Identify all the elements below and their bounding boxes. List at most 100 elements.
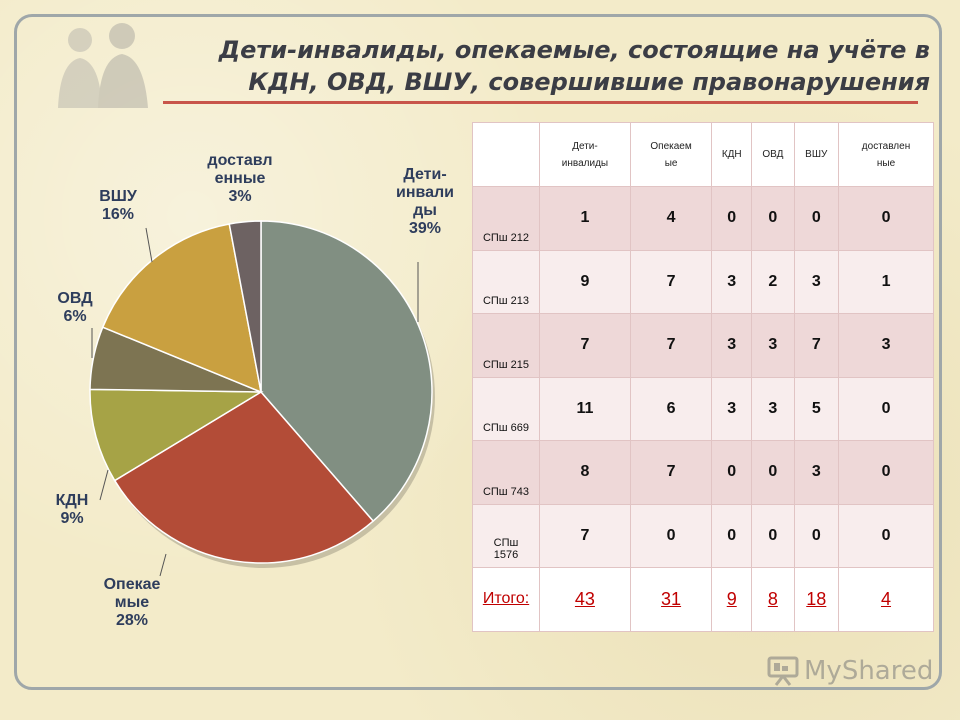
- table-row: СПш 1576 7 0 0 0 0 0: [472, 503, 934, 568]
- table-cell: 3: [711, 376, 753, 441]
- table-cell: 3: [793, 249, 840, 314]
- row-label: СПш 1576: [472, 503, 540, 568]
- pie-slice-2: [89, 388, 264, 482]
- table-cell: 7: [539, 313, 631, 378]
- table-cell: 7: [629, 313, 713, 378]
- table-cell: 0: [838, 503, 934, 568]
- title-line-2: КДН, ОВД, ВШУ, совершившие правонарушени…: [248, 68, 930, 96]
- total-cell[interactable]: 4: [838, 567, 934, 632]
- table-row: СПш 212 1 4 0 0 0 0: [472, 186, 934, 251]
- table-cell: 3: [838, 313, 934, 378]
- table-cell: 0: [793, 186, 840, 251]
- table-header-row: Дети- инвалиды Опекаем ые КДН ОВД ВШУ до…: [472, 122, 934, 187]
- pie-slice-5: [228, 220, 262, 393]
- title-underline: [163, 101, 918, 104]
- total-cell[interactable]: 9: [711, 567, 753, 632]
- pie-label-percent: 9%: [60, 510, 84, 527]
- total-cell[interactable]: 31: [629, 567, 713, 632]
- col-header-delivered: доставлен ные: [838, 122, 934, 187]
- table-cell: 0: [751, 186, 795, 251]
- table-row: СПш 669 11 6 3 3 5 0: [472, 376, 934, 441]
- table-cell: 0: [751, 440, 795, 505]
- table-row: СПш 213 9 7 3 2 3 1: [472, 249, 934, 314]
- pie-label-percent: 6%: [63, 308, 87, 325]
- row-label: СПш 212: [472, 186, 540, 251]
- pie-label-name: ВШУ: [99, 188, 137, 205]
- slide-title: Дети-инвалиды, опекаемые, состоящие на у…: [130, 34, 930, 98]
- table-cell: 0: [793, 503, 840, 568]
- pie-label-name: КДН: [55, 492, 89, 509]
- pie-slice-1: [113, 391, 375, 564]
- pie-slice-4: [101, 223, 262, 394]
- pie-label-percent: 3%: [228, 188, 252, 205]
- table-cell: 0: [838, 186, 934, 251]
- pie-leader-line-1: [159, 553, 167, 577]
- total-cell[interactable]: 18: [793, 567, 840, 632]
- pie-label-percent: 28%: [115, 612, 149, 629]
- table-cell: 5: [793, 376, 840, 441]
- table-cell: 0: [838, 376, 934, 441]
- table-row: СПш 215 7 7 3 3 7 3: [472, 313, 934, 378]
- table-cell: 1: [539, 186, 631, 251]
- table-cell: 7: [793, 313, 840, 378]
- row-label: СПш 743: [472, 440, 540, 505]
- pie-data-label-4: ВШУ 16%: [78, 188, 158, 224]
- data-table: Дети- инвалиды Опекаем ые КДН ОВД ВШУ до…: [472, 122, 934, 632]
- table-cell: 0: [711, 186, 753, 251]
- table-cell: 3: [711, 313, 753, 378]
- watermark-text: MyShared: [804, 656, 934, 686]
- col-header-corner: [472, 122, 540, 187]
- people-silhouette-icon: [58, 23, 148, 108]
- slide-frame: [14, 14, 942, 690]
- watermark: MyShared: [766, 656, 933, 686]
- table-cell: 6: [629, 376, 713, 441]
- presentation-screen-icon: [767, 656, 799, 686]
- pie-data-label-5: доставл енные 3%: [200, 152, 280, 206]
- pie-label-name: ОВД: [57, 290, 93, 307]
- table-cell: 0: [711, 440, 753, 505]
- table-cell: 3: [711, 249, 753, 314]
- pie-data-label-3: ОВД 6%: [35, 290, 115, 326]
- pie-leader-line-4: [145, 227, 153, 263]
- table-cell: 11: [539, 376, 631, 441]
- row-label: СПш 669: [472, 376, 540, 441]
- table-cell: 0: [838, 440, 934, 505]
- pie-data-label-0: Дети- инвали ды 39%: [385, 166, 465, 238]
- total-cell[interactable]: 43: [539, 567, 631, 632]
- pie-data-label-2: КДН 9%: [32, 492, 112, 528]
- col-header-guardianship: Опекаем ые: [629, 122, 713, 187]
- table-cell: 4: [629, 186, 713, 251]
- total-label[interactable]: Итого:: [472, 567, 540, 632]
- table-cell: 2: [751, 249, 795, 314]
- pie-label-percent: 39%: [408, 220, 442, 237]
- pie-label-name: Дети- инвали ды: [395, 166, 455, 219]
- col-header-kdn: КДН: [711, 122, 753, 187]
- pie-label-percent: 16%: [101, 206, 135, 223]
- title-line-1: Дети-инвалиды, опекаемые, состоящие на у…: [218, 36, 930, 64]
- row-label: СПш 215: [472, 313, 540, 378]
- total-cell[interactable]: 8: [751, 567, 795, 632]
- table-cell: 8: [539, 440, 631, 505]
- table-cell: 3: [793, 440, 840, 505]
- table-cell: 7: [629, 440, 713, 505]
- table-cell: 3: [751, 376, 795, 441]
- pie-leader-line-2: [99, 469, 109, 501]
- table-cell: 3: [751, 313, 795, 378]
- table-cell: 9: [539, 249, 631, 314]
- table-cell: 7: [629, 249, 713, 314]
- pie-label-name: доставл енные: [207, 152, 273, 187]
- table-cell: 0: [629, 503, 713, 568]
- col-header-vshu: ВШУ: [793, 122, 840, 187]
- table-cell: 7: [539, 503, 631, 568]
- pie-data-label-1: Опекае мые 28%: [92, 576, 172, 630]
- table-cell: 0: [711, 503, 753, 568]
- table-row: СПш 743 8 7 0 0 3 0: [472, 440, 934, 505]
- table-cell: 0: [751, 503, 795, 568]
- col-header-disabled-children: Дети- инвалиды: [539, 122, 631, 187]
- pie-slice-0: [260, 220, 433, 523]
- table-cell: 1: [838, 249, 934, 314]
- table-total-row: Итого: 43 31 9 8 18 4: [472, 567, 934, 632]
- row-label: СПш 213: [472, 249, 540, 314]
- col-header-ovd: ОВД: [751, 122, 795, 187]
